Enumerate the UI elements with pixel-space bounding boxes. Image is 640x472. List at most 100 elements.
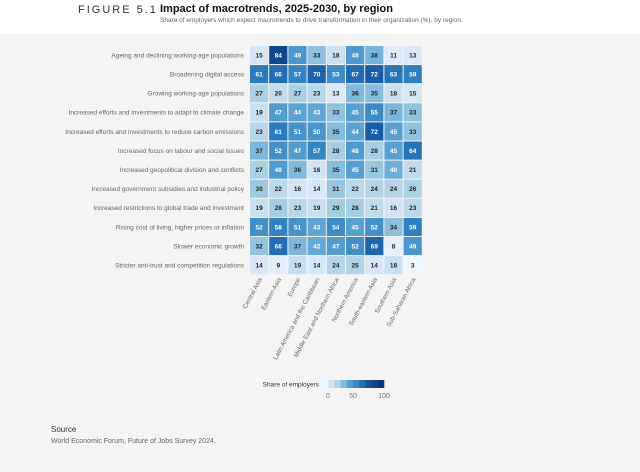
cell-value: 45 bbox=[390, 148, 398, 155]
cell-value: 33 bbox=[409, 129, 417, 136]
cell-value: 48 bbox=[351, 148, 359, 155]
legend-swatch bbox=[371, 380, 379, 388]
cell-value: 14 bbox=[313, 186, 321, 193]
cell-value: 30 bbox=[255, 186, 263, 193]
cell-value: 63 bbox=[390, 71, 398, 78]
heatmap-cell bbox=[250, 65, 269, 84]
heatmap-cell bbox=[288, 256, 307, 275]
legend-swatch bbox=[365, 380, 372, 388]
heatmap-cell bbox=[326, 160, 345, 179]
heatmap-cell bbox=[288, 160, 307, 179]
cell-value: 57 bbox=[313, 148, 321, 155]
cell-value: 31 bbox=[332, 186, 340, 193]
column-label: Central Asia bbox=[242, 276, 264, 310]
cell-value: 72 bbox=[371, 71, 379, 78]
cell-value: 52 bbox=[371, 224, 379, 231]
row-label: Growing working-age populations bbox=[148, 91, 245, 98]
heatmap-cell bbox=[307, 217, 326, 236]
heatmap-cell bbox=[346, 103, 365, 122]
row-label: Increased efforts and investments to ada… bbox=[69, 110, 245, 117]
heatmap-cell bbox=[288, 122, 307, 141]
cell-value: 45 bbox=[390, 129, 398, 136]
cell-value: 57 bbox=[294, 71, 302, 78]
cell-value: 33 bbox=[313, 52, 321, 59]
heatmap-cell bbox=[307, 84, 326, 103]
heatmap-cell bbox=[326, 46, 345, 65]
heatmap-cell bbox=[288, 141, 307, 160]
heatmap-cell bbox=[346, 198, 365, 217]
cell-value: 52 bbox=[275, 148, 283, 155]
cell-value: 33 bbox=[332, 110, 340, 117]
source-section: Source World Economic Forum, Future of J… bbox=[0, 406, 640, 472]
cell-value: 70 bbox=[313, 71, 321, 78]
cell-value: 33 bbox=[409, 110, 417, 117]
heatmap-cell bbox=[365, 141, 384, 160]
heatmap-cell bbox=[346, 179, 365, 198]
legend-tick: 100 bbox=[378, 393, 390, 400]
heatmap-cell bbox=[269, 237, 288, 256]
cell-value: 21 bbox=[409, 167, 417, 174]
cell-value: 35 bbox=[332, 167, 340, 174]
cell-value: 84 bbox=[275, 52, 283, 59]
cell-value: 29 bbox=[332, 205, 340, 212]
cell-value: 43 bbox=[313, 110, 321, 117]
heatmap-cell bbox=[403, 256, 422, 275]
heatmap-cell bbox=[307, 256, 326, 275]
heatmap-cell bbox=[288, 198, 307, 217]
heatmap-chart: Ageing and declining working-age populat… bbox=[65, 46, 422, 400]
heatmap-cell bbox=[384, 65, 403, 84]
heatmap-cell bbox=[365, 103, 384, 122]
row-label: Broadening digital access bbox=[170, 71, 245, 78]
heatmap-cell bbox=[365, 217, 384, 236]
heatmap-cell bbox=[403, 179, 422, 198]
heatmap-cell bbox=[250, 217, 269, 236]
heatmap-cell bbox=[384, 84, 403, 103]
cell-value: 28 bbox=[275, 205, 283, 212]
row-label: Increased efforts and investments to red… bbox=[65, 129, 244, 136]
cell-value: 19 bbox=[255, 205, 263, 212]
heatmap-cell bbox=[346, 141, 365, 160]
heatmap-cell bbox=[346, 256, 365, 275]
heatmap-cell bbox=[384, 141, 403, 160]
cell-value: 24 bbox=[371, 186, 379, 193]
heatmap-cell bbox=[269, 256, 288, 275]
cell-value: 58 bbox=[275, 224, 283, 231]
cell-value: 61 bbox=[255, 71, 263, 78]
heatmap-cell bbox=[269, 103, 288, 122]
cell-value: 44 bbox=[351, 129, 359, 136]
heatmap-cell bbox=[307, 65, 326, 84]
heatmap-cell bbox=[346, 46, 365, 65]
cell-value: 19 bbox=[313, 205, 321, 212]
heatmap-cell bbox=[269, 198, 288, 217]
cell-value: 48 bbox=[275, 167, 283, 174]
cell-value: 36 bbox=[351, 91, 359, 98]
cell-value: 22 bbox=[275, 186, 283, 193]
heatmap-cell bbox=[403, 65, 422, 84]
cell-value: 37 bbox=[294, 243, 302, 250]
heatmap-cell bbox=[326, 122, 345, 141]
cell-value: 44 bbox=[294, 110, 302, 117]
heatmap-cell bbox=[288, 46, 307, 65]
cell-value: 24 bbox=[332, 262, 340, 269]
heatmap-cell bbox=[269, 179, 288, 198]
heatmap-cell bbox=[403, 217, 422, 236]
cell-value: 45 bbox=[351, 224, 359, 231]
legend-swatch bbox=[322, 380, 329, 388]
cell-value: 16 bbox=[390, 205, 398, 212]
heatmap-cell bbox=[307, 103, 326, 122]
heatmap-cell bbox=[288, 179, 307, 198]
heatmap-cell bbox=[403, 160, 422, 179]
cell-value: 59 bbox=[409, 224, 417, 231]
heatmap-cell bbox=[269, 217, 288, 236]
cell-value: 59 bbox=[409, 71, 417, 78]
heatmap-cell bbox=[250, 122, 269, 141]
cell-value: 47 bbox=[294, 148, 302, 155]
figure-label: FIGURE 5.1 bbox=[78, 4, 158, 16]
heatmap-cell bbox=[250, 179, 269, 198]
heatmap-cell bbox=[384, 237, 403, 256]
cell-value: 20 bbox=[275, 91, 283, 98]
heatmap-cell bbox=[384, 179, 403, 198]
cell-value: 37 bbox=[390, 110, 398, 117]
heatmap-cell bbox=[269, 65, 288, 84]
row-label: Increased government subsidies and indus… bbox=[92, 186, 245, 193]
